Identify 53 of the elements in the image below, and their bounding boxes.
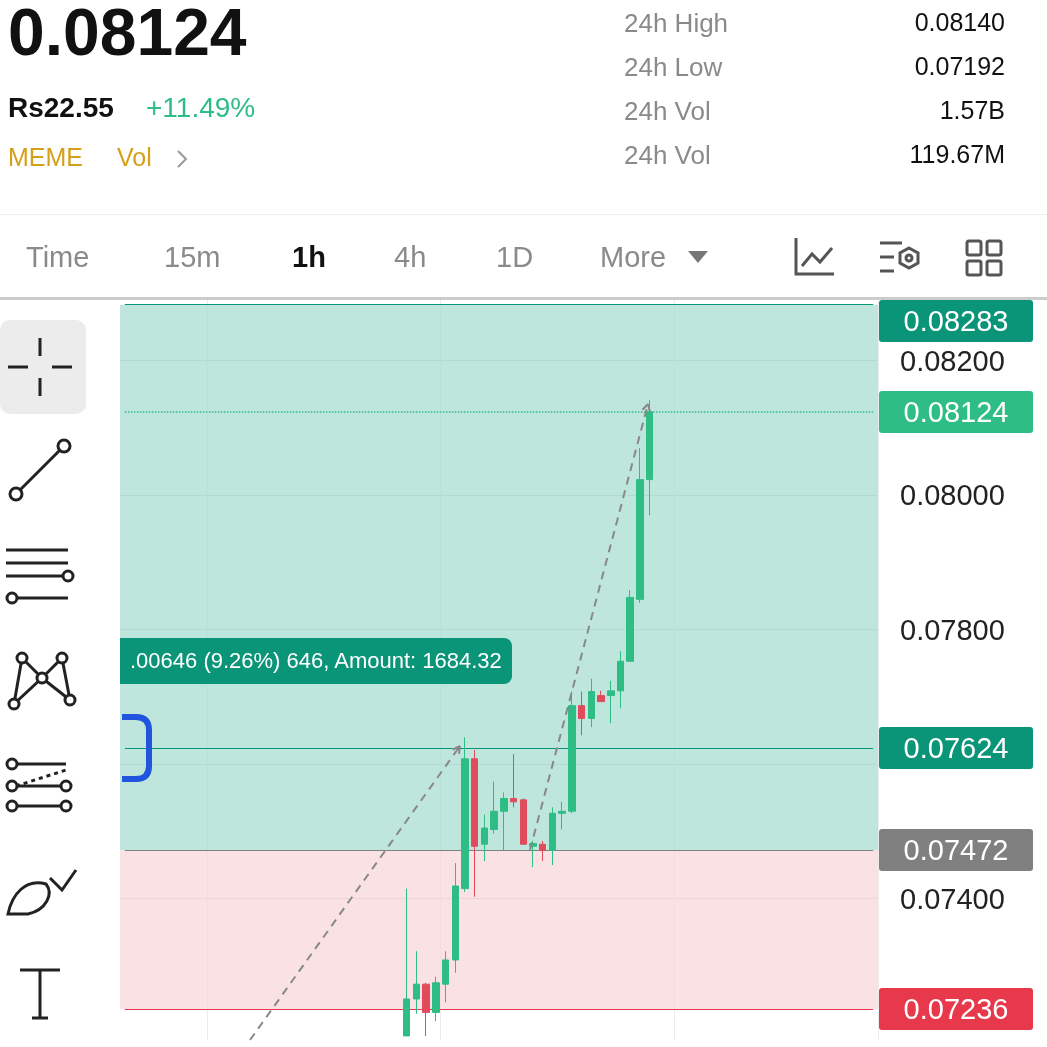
chart-title: 0.08124 — [8, 0, 247, 70]
text: +11.49% — [146, 92, 256, 124]
candlestick — [490, 781, 498, 834]
ref-line-label: 0.08124 — [879, 390, 1033, 433]
candlestick — [588, 678, 595, 728]
text: 0.08140 — [914, 8, 1005, 37]
ref-line-label: 0.07472 — [879, 829, 1033, 872]
ref-line-label: 0.08283 — [879, 300, 1033, 342]
text: 24h Vol — [624, 96, 711, 127]
ref-line-label: 0.07624 — [879, 727, 1033, 770]
candlestick — [636, 447, 644, 604]
y-tick-label: 0.08000 — [900, 479, 1005, 512]
candlestick — [452, 862, 459, 974]
chart-subtitle: Rs22.55 — [8, 92, 114, 124]
candlestick — [568, 691, 576, 814]
candlestick — [578, 691, 585, 736]
candlestick — [403, 888, 410, 1037]
text: 15m — [164, 241, 221, 274]
text: 0.07192 — [914, 52, 1005, 81]
text: Vol — [117, 143, 152, 172]
text: 24h Vol — [624, 140, 711, 171]
candlestick — [549, 806, 556, 866]
text: 1.57B — [939, 96, 1005, 125]
candlestick — [481, 814, 488, 862]
candlestick — [471, 749, 478, 898]
candlestick — [558, 801, 566, 830]
candlestick — [626, 589, 634, 662]
candlestick — [413, 950, 420, 1015]
candlestick — [607, 680, 615, 724]
candlestick — [520, 797, 527, 845]
annotation: .00646 (9.26%) 646, Amount: 1684.32 — [120, 638, 512, 684]
text: More — [600, 241, 667, 274]
ref-line-label: 0.07236 — [879, 988, 1033, 1031]
y-tick-label: 0.07800 — [900, 613, 1005, 646]
text: 1D — [496, 241, 534, 274]
y-tick-label: 0.07400 — [900, 882, 1005, 915]
candlestick — [461, 736, 469, 893]
candlestick — [617, 650, 624, 709]
y-tick-label: 0.08200 — [900, 344, 1005, 377]
candlestick — [442, 950, 449, 1003]
text: 4h — [394, 241, 427, 274]
candlestick — [539, 840, 546, 862]
text: 119.67M — [909, 140, 1005, 169]
text: 1h — [292, 241, 326, 274]
candlestick — [500, 791, 508, 851]
candlestick — [597, 690, 605, 703]
text: 24h Low — [624, 52, 723, 83]
text: MEME — [8, 143, 83, 172]
text: 24h High — [624, 8, 729, 39]
candlestick — [422, 982, 430, 1037]
text: Time — [26, 241, 90, 274]
candlestick — [432, 976, 440, 1022]
candlestick — [510, 753, 517, 808]
